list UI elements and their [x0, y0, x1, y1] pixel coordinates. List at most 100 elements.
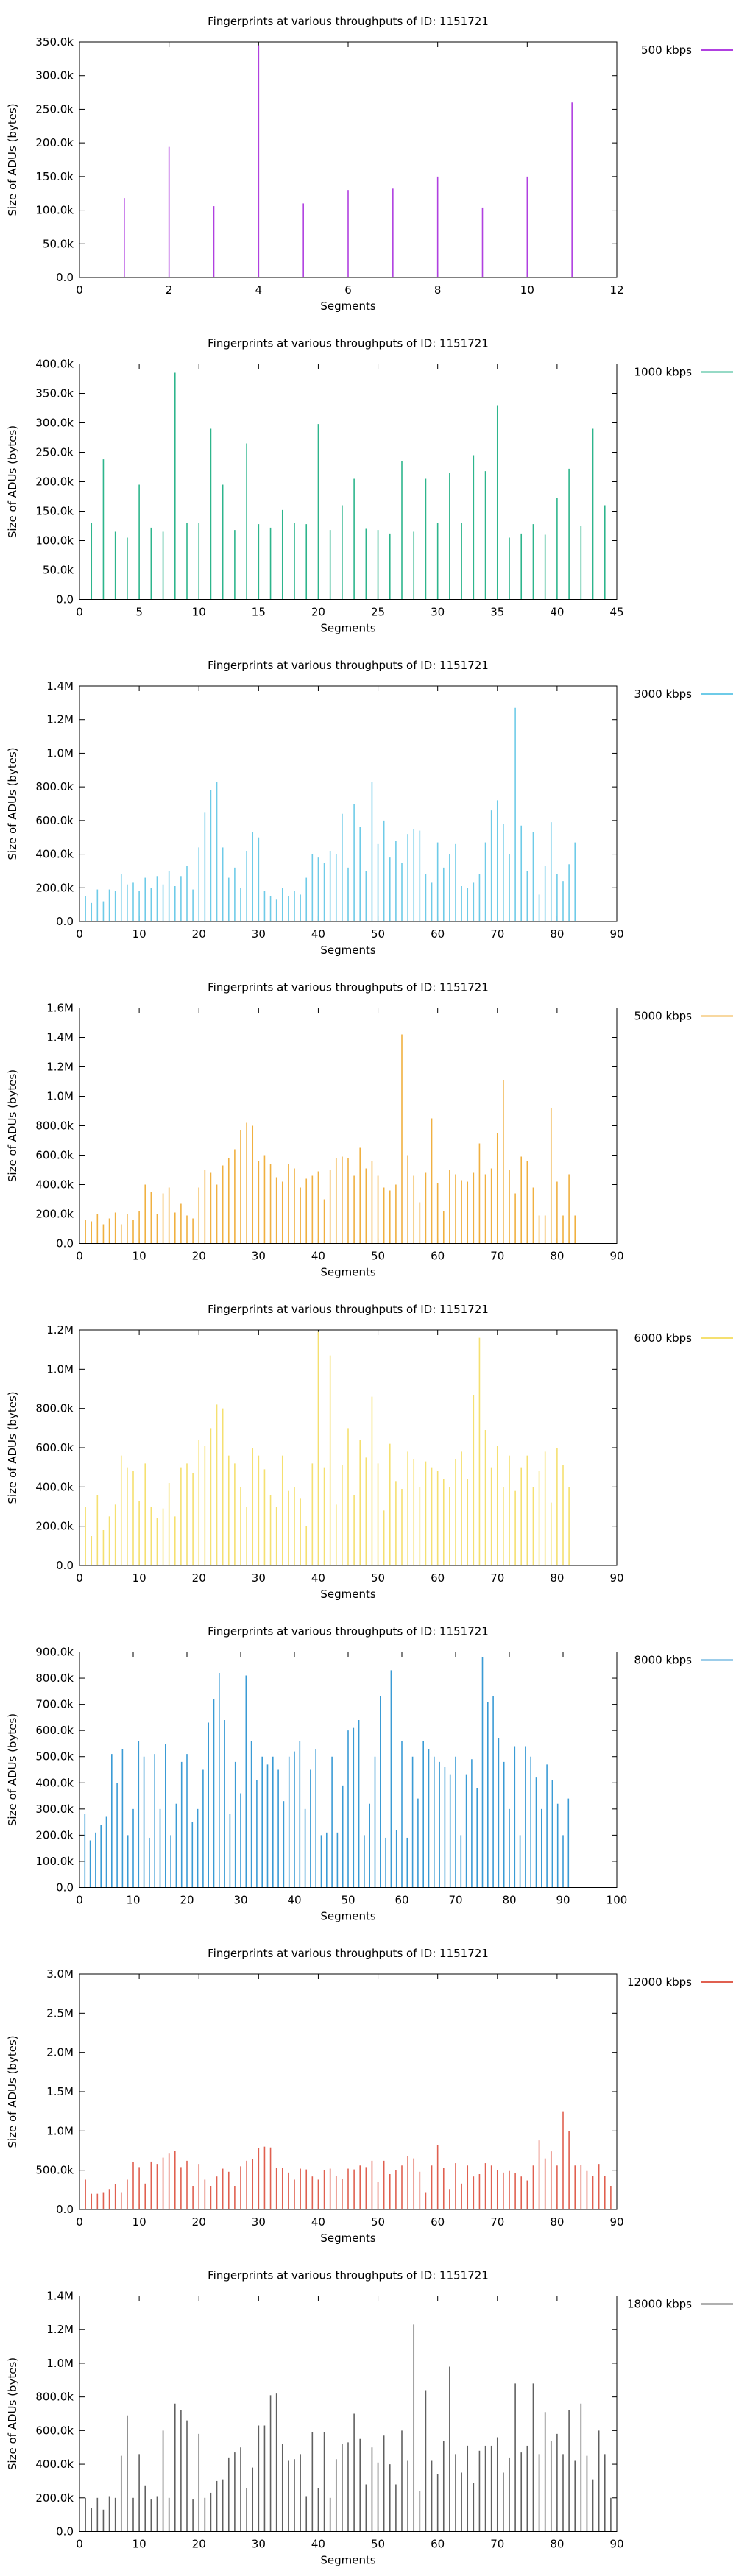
- chart-panel-4: Fingerprints at various throughputs of I…: [6, 981, 733, 1279]
- x-tick-label: 0: [76, 1894, 83, 1907]
- y-tick-label: 1.0M: [46, 2124, 74, 2137]
- x-tick-label: 80: [550, 1571, 564, 1585]
- y-tick-label: 200.0k: [35, 136, 74, 149]
- x-tick-label: 15: [252, 606, 266, 619]
- y-tick-label: 300.0k: [35, 417, 74, 430]
- y-tick-label: 0.0: [56, 1237, 74, 1250]
- plot-frame: [79, 364, 618, 600]
- x-tick-label: 0: [76, 2538, 83, 2551]
- x-tick-label: 60: [394, 1894, 408, 1907]
- y-tick-label: 400.0k: [35, 1480, 74, 1493]
- plot-frame: [79, 1329, 618, 1566]
- legend-label: 1000 kbps: [634, 366, 693, 379]
- y-tick-label: 1.0M: [46, 1362, 74, 1376]
- y-tick-label: 400.0k: [35, 358, 74, 371]
- x-tick-label: 80: [550, 1250, 564, 1263]
- x-tick-label: 0: [76, 1571, 83, 1585]
- chart-panel-8: Fingerprints at various throughputs of I…: [6, 2269, 733, 2567]
- chart-panel-6: Fingerprints at various throughputs of I…: [6, 1625, 733, 1923]
- y-tick-label: 1.0M: [46, 746, 74, 760]
- y-tick-label: 900.0k: [35, 1646, 74, 1659]
- plot-frame: [79, 1973, 618, 2210]
- x-tick-label: 40: [311, 1571, 325, 1585]
- y-tick-label: 700.0k: [35, 1698, 74, 1711]
- y-tick-label: 150.0k: [35, 505, 74, 518]
- x-tick-label: 20: [180, 1894, 194, 1907]
- y-tick-label: 600.0k: [35, 814, 74, 827]
- y-tick-label: 500.0k: [35, 1750, 74, 1763]
- y-tick-label: 800.0k: [35, 1119, 74, 1133]
- y-tick-label: 800.0k: [35, 2391, 74, 2404]
- y-tick-label: 600.0k: [35, 2424, 74, 2437]
- x-axis-label: Segments: [320, 300, 376, 313]
- x-tick-label: 60: [431, 1571, 445, 1585]
- y-axis-label: Size of ADUs (bytes): [6, 1391, 19, 1504]
- chart-panel-1: Fingerprints at various throughputs of I…: [6, 15, 733, 313]
- y-tick-label: 300.0k: [35, 1802, 74, 1816]
- x-tick-label: 90: [556, 1894, 570, 1907]
- y-tick-label: 2.0M: [46, 2046, 74, 2059]
- legend-label: 8000 kbps: [634, 1654, 693, 1667]
- x-tick-label: 20: [311, 606, 325, 619]
- chart-title: Fingerprints at various throughputs of I…: [208, 2269, 489, 2282]
- x-tick-label: 60: [431, 1250, 445, 1263]
- y-tick-label: 0.0: [56, 2203, 74, 2216]
- y-tick-label: 0.0: [56, 1881, 74, 1894]
- chart-title: Fingerprints at various throughputs of I…: [208, 659, 489, 672]
- chart-title: Fingerprints at various throughputs of I…: [208, 15, 489, 28]
- y-axis-label: Size of ADUs (bytes): [6, 747, 19, 860]
- x-tick-label: 50: [371, 1571, 385, 1585]
- y-axis-label: Size of ADUs (bytes): [6, 2357, 19, 2470]
- y-tick-label: 500.0k: [35, 2164, 74, 2177]
- legend-label: 6000 kbps: [634, 1331, 693, 1345]
- x-tick-label: 60: [431, 2215, 445, 2229]
- x-tick-label: 90: [609, 1250, 623, 1263]
- y-axis-label: Size of ADUs (bytes): [6, 2035, 19, 2148]
- x-tick-label: 20: [192, 1571, 206, 1585]
- x-tick-label: 50: [371, 927, 385, 941]
- y-tick-label: 600.0k: [35, 1149, 74, 1162]
- y-tick-label: 400.0k: [35, 1776, 74, 1789]
- chart-panel-2: Fingerprints at various throughputs of I…: [6, 337, 733, 635]
- y-tick-label: 1.2M: [46, 1061, 74, 1074]
- y-tick-label: 2.5M: [46, 2006, 74, 2020]
- chart-panel-7: Fingerprints at various throughputs of I…: [6, 1947, 733, 2245]
- y-axis-label: Size of ADUs (bytes): [6, 1713, 19, 1826]
- x-tick-label: 50: [371, 2215, 385, 2229]
- y-tick-label: 800.0k: [35, 780, 74, 793]
- chart-panel-3: Fingerprints at various throughputs of I…: [6, 659, 733, 957]
- x-tick-label: 60: [431, 2538, 445, 2551]
- x-axis-label: Segments: [320, 2232, 376, 2245]
- x-tick-label: 20: [192, 2215, 206, 2229]
- x-tick-label: 80: [550, 927, 564, 941]
- x-tick-label: 10: [132, 927, 146, 941]
- legend-label: 12000 kbps: [627, 1975, 692, 1989]
- y-tick-label: 800.0k: [35, 1402, 74, 1415]
- x-tick-label: 45: [609, 606, 623, 619]
- x-tick-label: 50: [371, 2538, 385, 2551]
- x-tick-label: 30: [252, 1250, 266, 1263]
- x-tick-label: 40: [287, 1894, 301, 1907]
- y-tick-label: 200.0k: [35, 1828, 74, 1841]
- y-tick-label: 1.2M: [46, 713, 74, 726]
- y-tick-label: 200.0k: [35, 475, 74, 489]
- x-tick-label: 10: [132, 2538, 146, 2551]
- x-tick-label: 50: [371, 1250, 385, 1263]
- y-tick-label: 300.0k: [35, 69, 74, 82]
- y-tick-label: 1.4M: [46, 2290, 74, 2303]
- legend-label: 500 kbps: [641, 43, 692, 57]
- x-tick-label: 90: [609, 927, 623, 941]
- plot-frame: [79, 1652, 618, 1888]
- x-tick-label: 90: [609, 2215, 623, 2229]
- y-tick-label: 0.0: [56, 2525, 74, 2538]
- y-tick-label: 1.2M: [46, 1323, 74, 1337]
- x-tick-label: 2: [166, 283, 173, 297]
- x-tick-label: 30: [252, 927, 266, 941]
- y-tick-label: 400.0k: [35, 2458, 74, 2471]
- plot-frame: [79, 2296, 618, 2532]
- plot-frame: [79, 1008, 618, 1244]
- x-tick-label: 30: [252, 1571, 266, 1585]
- x-tick-label: 30: [252, 2215, 266, 2229]
- x-tick-label: 5: [135, 606, 143, 619]
